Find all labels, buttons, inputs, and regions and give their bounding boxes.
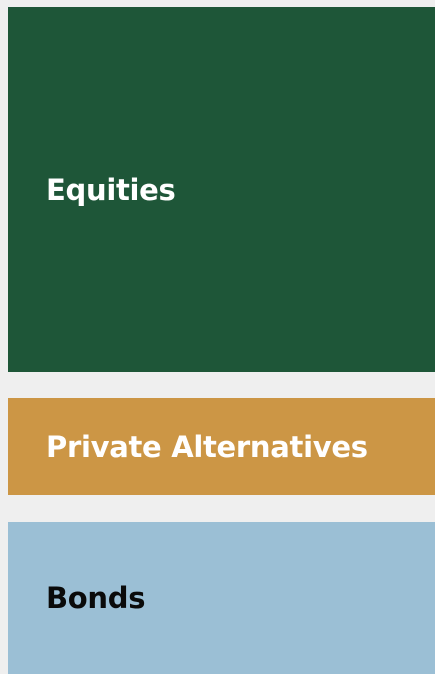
equities-block[interactable]: Equities	[8, 7, 435, 372]
private-alternatives-block[interactable]: Private Alternatives	[8, 398, 435, 495]
block-label: Equities	[46, 172, 176, 207]
block-label: Private Alternatives	[46, 429, 368, 464]
block-label: Bonds	[46, 581, 146, 615]
bonds-block[interactable]: Bonds	[8, 522, 435, 674]
